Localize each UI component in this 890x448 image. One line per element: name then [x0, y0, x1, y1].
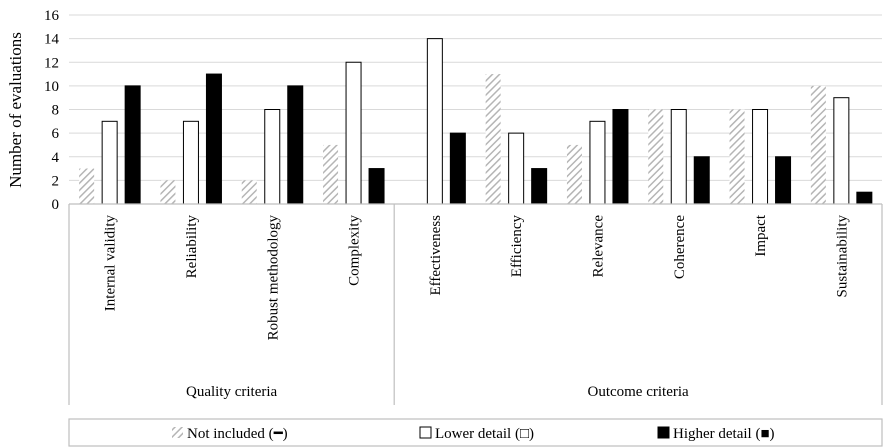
category-label: Internal validity — [103, 215, 119, 312]
category-label: Sustainability — [834, 215, 850, 298]
bar-white — [589, 120, 606, 205]
bar-hatched — [566, 144, 582, 204]
category-label: Robust methodology — [265, 215, 281, 341]
y-tick-label: 10 — [44, 79, 59, 95]
plot-area: 0 2 4 6 8 10 12 14 16 Internal validity Reliabilit… — [44, 8, 883, 405]
y-tick-label: 8 — [52, 103, 60, 119]
y-tick-label: 2 — [52, 173, 60, 189]
y-tick-label: 0 — [52, 197, 60, 213]
y-tick-label: 4 — [52, 150, 60, 166]
bar-white — [345, 61, 362, 205]
bar-white — [182, 120, 199, 205]
bar-hatched — [729, 109, 745, 204]
category-label: Reliability — [184, 215, 200, 279]
bar-black — [775, 156, 792, 205]
bar-white — [670, 109, 687, 205]
bar-black — [449, 132, 466, 205]
bar-white — [101, 120, 118, 205]
bar-hatched — [160, 180, 176, 204]
category-label: Effectiveness — [428, 215, 444, 296]
legend: Not included (━) Lower detail (□) Higher d… — [68, 418, 883, 447]
y-tick-label: 12 — [44, 55, 59, 71]
legend-swatch-white — [419, 426, 432, 439]
y-tick-label: 6 — [52, 126, 60, 142]
group-label: Outcome criteria — [587, 384, 689, 400]
bar-white — [833, 97, 850, 205]
category-label: Coherence — [672, 215, 688, 279]
legend-box — [68, 418, 883, 447]
category-label: Efficiency — [509, 215, 525, 278]
bar-white — [508, 132, 525, 205]
bar-black — [612, 109, 629, 205]
bar-black — [693, 156, 710, 205]
bar-black — [287, 85, 304, 205]
bar-black — [368, 168, 385, 205]
legend-label: Lower detail (□) — [435, 426, 534, 442]
bar-black — [124, 85, 141, 205]
category-label: Relevance — [590, 215, 606, 278]
y-tick-label: 16 — [44, 8, 60, 24]
bar-hatched — [241, 180, 257, 204]
bar-white — [752, 109, 769, 205]
bar-hatched — [323, 144, 339, 204]
category-label: Complexity — [347, 215, 363, 286]
bar-hatched — [485, 74, 501, 204]
legend-swatch-hatched — [172, 427, 183, 438]
bar-black — [205, 73, 222, 205]
group-label: Quality criteria — [186, 384, 278, 400]
bar-hatched — [648, 109, 664, 204]
category-label: Impact — [753, 214, 769, 256]
bar-hatched — [810, 85, 826, 204]
bar-white — [264, 109, 281, 205]
bar-white — [426, 38, 443, 205]
y-tick-label: 14 — [44, 32, 60, 48]
legend-swatch-black — [657, 426, 670, 439]
y-axis-label: Number of evaluations — [6, 32, 25, 188]
legend-label: Higher detail (■) — [673, 426, 775, 442]
bar-black — [856, 191, 873, 205]
legend-label: Not included (━) — [187, 426, 288, 442]
bar-hatched — [79, 168, 95, 204]
bar-black — [531, 168, 548, 205]
